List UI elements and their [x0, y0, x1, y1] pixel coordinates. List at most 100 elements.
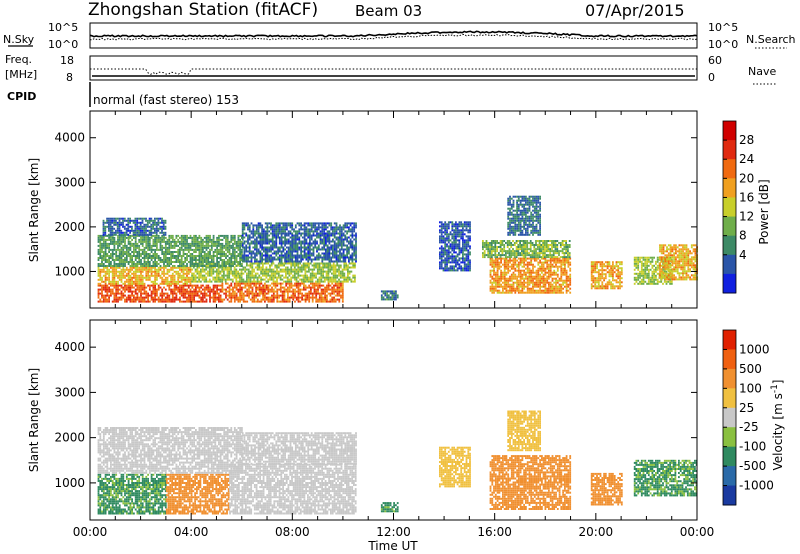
data-cell — [133, 274, 135, 277]
data-cell — [187, 298, 190, 301]
data-cell — [140, 276, 142, 279]
data-cell — [202, 261, 204, 263]
data-cell — [171, 272, 174, 275]
data-cell — [138, 298, 141, 301]
data-cell — [439, 261, 441, 264]
data-cell — [154, 272, 156, 275]
data-cell — [507, 283, 510, 286]
data-cell — [307, 244, 310, 247]
data-cell — [152, 296, 155, 299]
data-cell — [106, 253, 109, 255]
data-cell — [303, 222, 306, 225]
data-cell — [319, 240, 322, 243]
data-cell — [239, 240, 241, 243]
data-cell — [467, 269, 470, 272]
data-cell — [154, 288, 156, 291]
data-cell — [460, 235, 463, 238]
data-cell — [166, 251, 169, 253]
data-cell — [140, 248, 142, 251]
data-cell — [127, 236, 130, 239]
data-cell — [498, 275, 501, 278]
data-cell — [299, 284, 302, 287]
data-cell — [256, 262, 259, 265]
data-cell — [214, 292, 217, 295]
data-cell — [127, 217, 130, 220]
data-cell — [127, 268, 130, 271]
data-cell — [203, 265, 206, 267]
data-cell — [104, 300, 107, 303]
data-cell — [252, 228, 255, 231]
data-cell — [154, 251, 156, 253]
data-cell — [127, 282, 130, 285]
data-cell — [332, 252, 334, 255]
data-cell — [263, 228, 265, 231]
data-cell — [263, 242, 265, 245]
data-cell — [336, 284, 339, 287]
data-cell — [456, 253, 459, 256]
data-cell — [331, 280, 333, 283]
data-cell — [340, 256, 343, 259]
data-cell — [232, 261, 234, 263]
data-cell — [312, 254, 315, 257]
data-cell — [156, 298, 158, 301]
data-cell — [196, 270, 199, 273]
data-cell — [266, 258, 269, 261]
data-cell — [288, 296, 291, 299]
data-cell — [295, 286, 298, 289]
data-cell — [333, 250, 336, 253]
data-cell — [186, 234, 188, 237]
data-cell — [300, 248, 302, 251]
data-cell — [134, 274, 137, 277]
data-cell — [120, 292, 123, 295]
data-cell — [498, 265, 501, 268]
data-cell — [101, 244, 103, 247]
data-cell — [332, 246, 334, 249]
data-cell — [127, 296, 130, 299]
data-cell — [113, 265, 116, 267]
data-cell — [338, 298, 341, 301]
data-cell — [203, 255, 206, 257]
data-cell — [99, 276, 102, 279]
data-cell — [136, 298, 139, 301]
data-cell — [177, 238, 180, 241]
data-cell — [342, 260, 345, 263]
data-cell — [205, 240, 208, 243]
data-cell — [133, 296, 135, 299]
data-cell — [496, 263, 499, 266]
data-cell — [198, 242, 201, 245]
data-cell — [115, 231, 117, 234]
data-cell — [320, 288, 323, 291]
data-cell — [232, 238, 234, 241]
data-cell — [210, 296, 213, 299]
data-cell — [462, 235, 464, 238]
data-cell — [136, 244, 139, 247]
data-cell — [219, 296, 222, 299]
data-cell — [255, 292, 257, 295]
data-cell — [460, 251, 463, 254]
data-cell — [124, 282, 126, 285]
data-cell — [150, 244, 153, 247]
data-cell — [219, 253, 222, 255]
nsky-panel: N.Sky 10^5 10^0 10^5 10^0 N.Search — [3, 21, 796, 51]
data-cell — [189, 255, 192, 257]
data-cell — [259, 224, 262, 227]
data-cell — [251, 292, 254, 295]
data-cell — [339, 256, 341, 259]
data-region — [97, 266, 192, 285]
data-cell — [335, 258, 338, 261]
data-cell — [324, 298, 326, 301]
data-cell — [279, 276, 282, 279]
data-cell — [258, 288, 261, 291]
data-cell — [157, 240, 160, 243]
data-cell — [279, 288, 282, 291]
data-cell — [254, 242, 256, 245]
data-cell — [235, 255, 238, 257]
data-cell — [205, 246, 208, 249]
data-cell — [489, 279, 492, 282]
data-cell — [463, 223, 466, 226]
data-cell — [179, 288, 181, 291]
data-cell — [106, 265, 109, 267]
data-cell — [313, 292, 316, 295]
data-cell — [274, 296, 277, 299]
data-cell — [319, 256, 322, 259]
